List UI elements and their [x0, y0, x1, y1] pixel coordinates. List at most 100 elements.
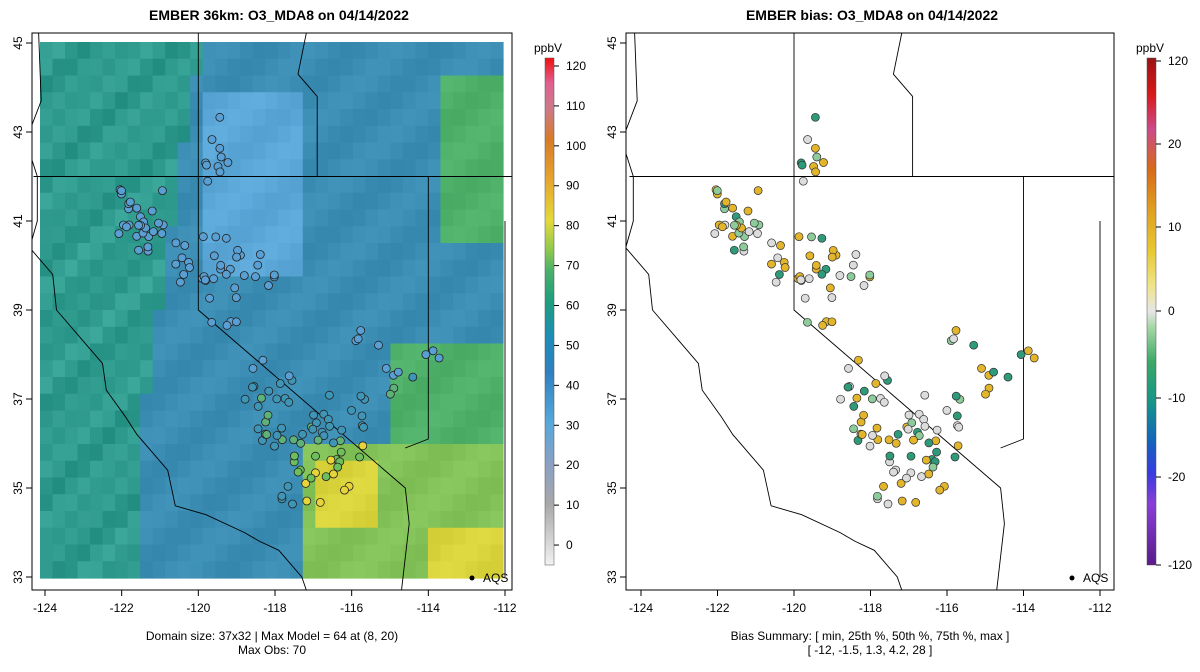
heatmap-cell [365, 310, 379, 328]
model-obs-points [114, 112, 444, 509]
obs-site-point [358, 441, 368, 451]
heatmap-cell [427, 125, 442, 144]
heatmap-cell [215, 544, 229, 562]
heatmap-cell [177, 58, 191, 77]
heatmap-cell [165, 209, 179, 227]
obs-site-point [134, 220, 144, 230]
heatmap-cell [490, 360, 504, 378]
heatmap-cell [77, 259, 91, 278]
heatmap-cell [415, 393, 429, 412]
heatmap-cell [115, 410, 129, 428]
heatmap-cell [352, 527, 366, 546]
heatmap-cell [477, 92, 492, 110]
heatmap-cell [315, 377, 329, 395]
heatmap-cell [202, 561, 216, 579]
heatmap-cell [227, 58, 241, 77]
heatmap-cell [452, 444, 467, 462]
heatmap-cell [115, 276, 129, 294]
heatmap-cell [490, 511, 504, 529]
heatmap-cell [315, 109, 329, 127]
heatmap-cell [227, 192, 241, 211]
heatmap-cell [415, 511, 429, 529]
heatmap-cell [140, 293, 154, 311]
heatmap-cell [290, 326, 304, 345]
heatmap-cell [227, 360, 241, 378]
heatmap-cell [165, 377, 179, 395]
heatmap-cell [77, 310, 91, 328]
heatmap-cell [477, 343, 492, 361]
heatmap-cell [190, 511, 204, 529]
heatmap-cell [302, 42, 316, 60]
heatmap-cell [402, 226, 416, 244]
heatmap-cell [277, 326, 291, 345]
heatmap-cell [490, 42, 504, 60]
heatmap-cell [327, 326, 341, 345]
heatmap-cell [152, 444, 166, 462]
heatmap-cell [165, 75, 179, 93]
bias-site-point [817, 233, 827, 243]
heatmap-cell [115, 326, 129, 345]
heatmap-cell [490, 293, 504, 311]
heatmap-cell [252, 192, 266, 211]
heatmap-cell [127, 293, 141, 311]
obs-site-point [207, 317, 217, 327]
heatmap-cell [40, 477, 54, 495]
heatmap-cell [240, 511, 254, 529]
heatmap-cell [302, 343, 316, 361]
heatmap-cell [115, 460, 129, 479]
bias-site-point [718, 222, 727, 232]
heatmap-cell [415, 527, 429, 546]
heatmap-cell [52, 209, 66, 227]
heatmap-cell [265, 192, 279, 211]
heatmap-cell [465, 410, 479, 428]
heatmap-cell [352, 109, 366, 127]
heatmap-cell [477, 75, 492, 93]
obs-site-point [393, 367, 403, 377]
heatmap-cell [165, 176, 179, 194]
bias-colorbar-tick-label: 120 [1168, 54, 1188, 68]
heatmap-cell [465, 511, 479, 529]
heatmap-cell [127, 176, 141, 194]
heatmap-cell [302, 109, 316, 127]
obs-site-point [298, 429, 308, 439]
heatmap-cell [227, 176, 241, 194]
bias-site-point [1029, 353, 1039, 363]
heatmap-cell [415, 176, 429, 194]
x-tick-label: -116 [935, 601, 958, 615]
bias-site-point [843, 382, 853, 392]
heatmap-cell [202, 326, 216, 345]
heatmap-cell [115, 511, 129, 529]
heatmap-cell [90, 494, 104, 512]
heatmap-cell [140, 527, 154, 546]
bias-colorbar-tick-label: 10 [1168, 220, 1182, 234]
heatmap-cell [440, 42, 454, 60]
heatmap-cell [152, 159, 166, 177]
heatmap-cell [52, 494, 66, 512]
heatmap-cell [452, 58, 467, 77]
heatmap-cell [65, 176, 79, 194]
heatmap-cell [115, 477, 129, 495]
heatmap-cell [390, 226, 404, 244]
heatmap-cell [490, 142, 504, 160]
heatmap-cell [327, 192, 341, 211]
heatmap-cell [190, 75, 204, 93]
heatmap-cell [302, 561, 316, 579]
state-border [892, 33, 914, 177]
heatmap-cell [152, 527, 166, 546]
heatmap-cell [140, 360, 154, 378]
heatmap-cell [440, 326, 454, 345]
heatmap-cell [177, 511, 191, 529]
heatmap-cell [352, 159, 366, 177]
heatmap-cell [440, 159, 454, 177]
heatmap-cell [402, 243, 416, 261]
bias-site-point [903, 424, 913, 434]
heatmap-cell [365, 326, 379, 345]
heatmap-cell [252, 494, 266, 512]
heatmap-cell [177, 326, 191, 345]
heatmap-cell [302, 226, 316, 244]
heatmap-cell [252, 125, 266, 144]
bias-site-point [852, 393, 862, 403]
heatmap-cell [190, 393, 204, 412]
heatmap-cell [490, 326, 504, 345]
